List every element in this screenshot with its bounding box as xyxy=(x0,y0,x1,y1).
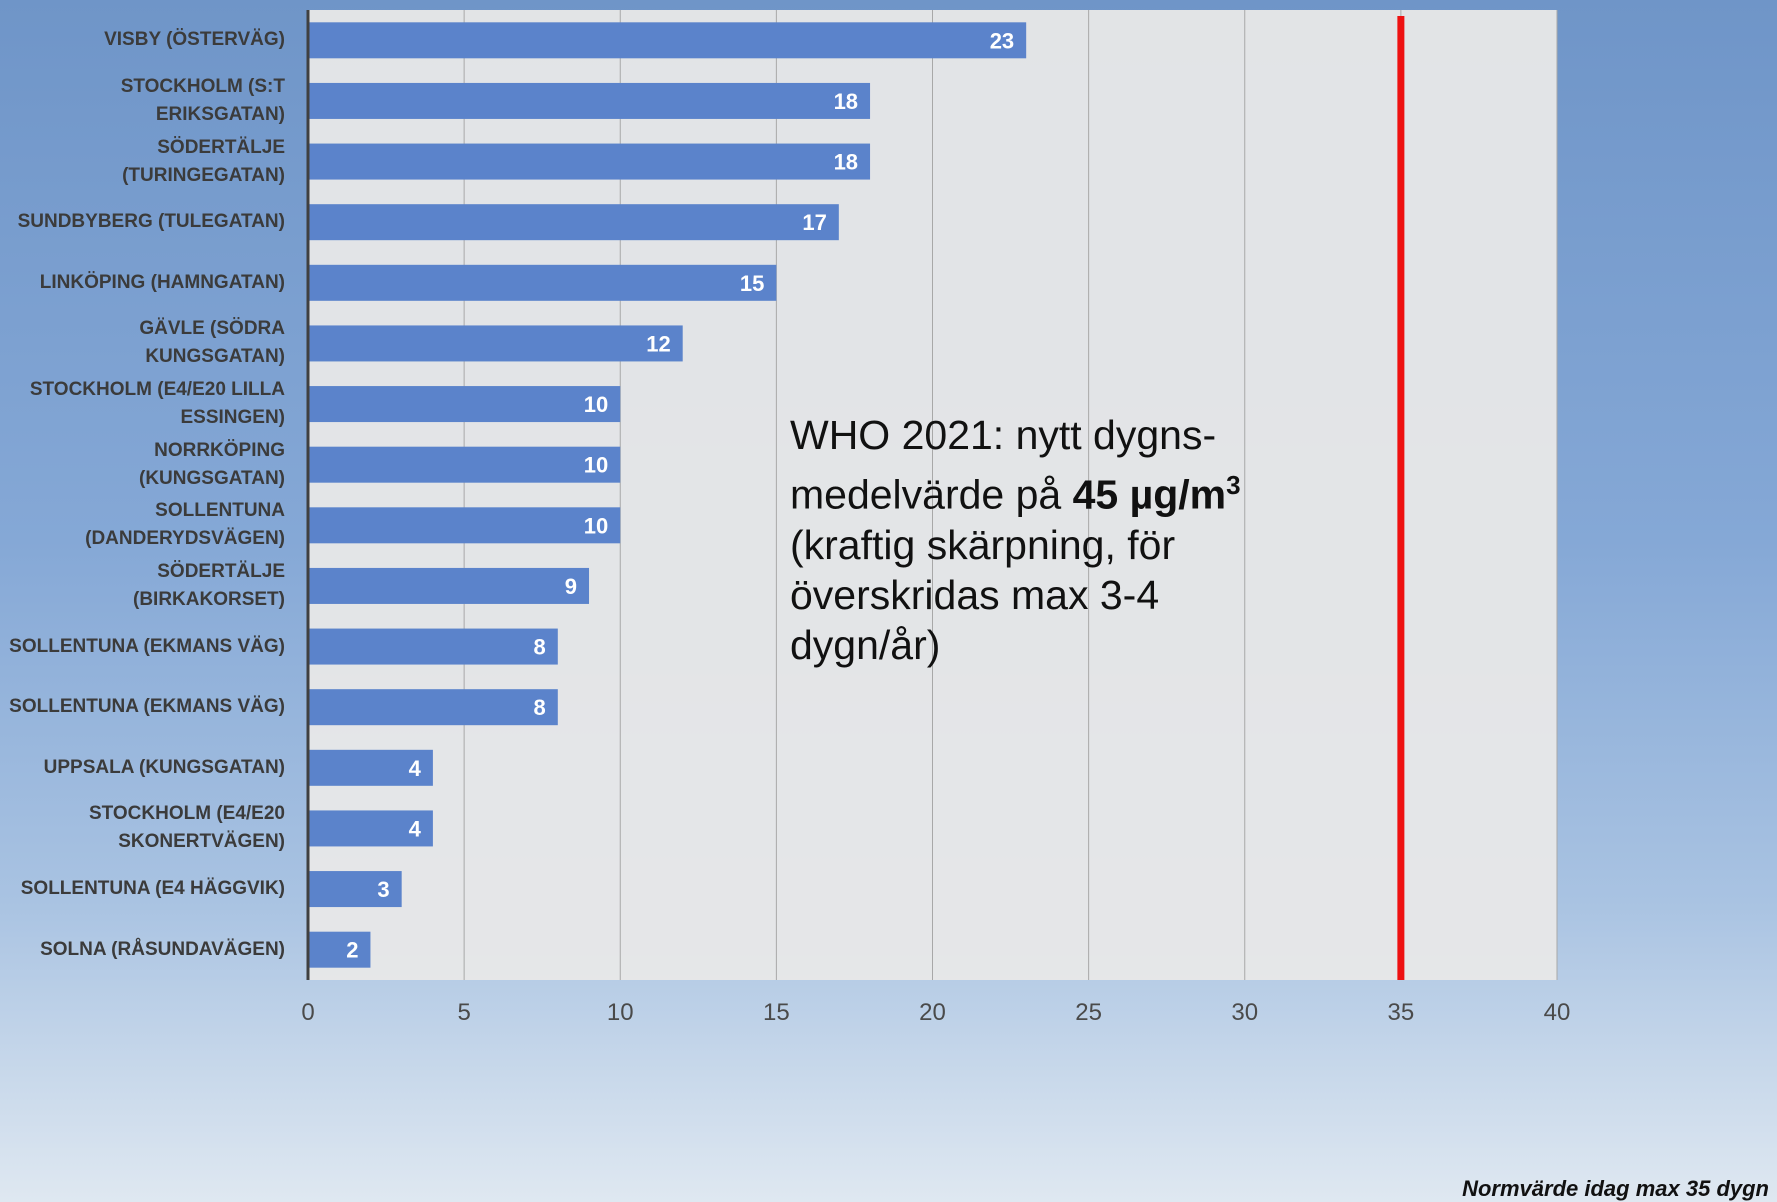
category-label: NORRKÖPING (KUNGSGATAN) xyxy=(139,439,285,489)
bar xyxy=(308,264,777,301)
category-label: LINKÖPING (HAMNGATAN) xyxy=(39,271,285,293)
category-label: STOCKHOLM (E4/E20 SKONERTVÄGEN) xyxy=(88,803,285,853)
data-label: 18 xyxy=(834,150,858,175)
bar xyxy=(308,567,590,604)
x-tick-label: 35 xyxy=(1388,999,1415,1026)
x-tick-label: 10 xyxy=(607,999,634,1026)
category-label: STOCKHOLM (S:T ERIKSGATAN) xyxy=(120,75,285,125)
data-label: 9 xyxy=(565,574,577,599)
data-label: 4 xyxy=(409,816,422,841)
bar xyxy=(308,386,621,423)
category-label: SUNDBYBERG (TULEGATAN) xyxy=(17,211,285,233)
data-label: 8 xyxy=(534,635,546,660)
data-label: 2 xyxy=(346,938,358,963)
bar xyxy=(308,143,871,180)
category-label: SÖDERTÄLJE (TURINGEGATAN) xyxy=(122,136,285,186)
category-label: VISBY (ÖSTERVÄG) xyxy=(104,29,285,51)
category-label: SOLNA (RÅSUNDAVÄGEN) xyxy=(40,938,285,960)
bar xyxy=(308,749,433,786)
bar xyxy=(308,22,1027,59)
category-label: SOLLENTUNA (E4 HÄGGVIK) xyxy=(20,878,285,900)
bar xyxy=(308,446,621,483)
category-label: STOCKHOLM (E4/E20 LILLA ESSINGEN) xyxy=(29,379,285,429)
data-label: 15 xyxy=(740,271,764,296)
data-label: 4 xyxy=(409,756,422,781)
bar xyxy=(308,204,839,241)
bar xyxy=(308,931,371,968)
x-tick-label: 40 xyxy=(1544,999,1571,1026)
data-label: 12 xyxy=(646,331,670,356)
bar xyxy=(308,871,402,908)
reference-label: Normvärde idag max 35 dygn xyxy=(1462,1176,1769,1201)
data-label: 8 xyxy=(534,695,546,720)
bar xyxy=(308,628,558,665)
bar xyxy=(308,507,621,544)
x-tick-label: 15 xyxy=(763,999,790,1026)
x-tick-label: 20 xyxy=(919,999,946,1026)
data-label: 10 xyxy=(584,453,608,478)
x-tick-label: 5 xyxy=(457,999,470,1026)
x-tick-label: 25 xyxy=(1075,999,1102,1026)
data-label: 17 xyxy=(802,210,826,235)
category-label: SÖDERTÄLJE (BIRKAKORSET) xyxy=(133,560,285,610)
bar xyxy=(308,689,558,726)
bar xyxy=(308,82,871,119)
data-label: 23 xyxy=(990,28,1014,53)
bar xyxy=(308,810,433,847)
data-label: 10 xyxy=(584,513,608,538)
annotation-sup: 3 xyxy=(1226,470,1241,500)
x-tick-label: 30 xyxy=(1231,999,1258,1026)
annotation-text: WHO 2021: nytt dygns-medelvärde på xyxy=(790,412,1217,518)
category-label: GÄVLE (SÖDRA KUNGSGATAN) xyxy=(139,318,285,368)
category-label: SOLLENTUNA (EKMANS VÄG) xyxy=(9,635,285,657)
bar xyxy=(308,325,683,362)
data-label: 18 xyxy=(834,89,858,114)
annotation-bold: 45 µg/m xyxy=(1072,471,1227,518)
data-label: 10 xyxy=(584,392,608,417)
category-label: UPPSALA (KUNGSGATAN) xyxy=(43,756,285,778)
annotation-text: (kraftig skärpning, för överskridas max … xyxy=(790,521,1176,668)
data-label: 3 xyxy=(377,877,389,902)
category-label: SOLLENTUNA (DANDERYDSVÄGEN) xyxy=(85,500,285,550)
x-tick-label: 0 xyxy=(301,999,314,1026)
annotation: WHO 2021: nytt dygns-medelvärde på 45 µg… xyxy=(790,410,1270,670)
category-label: SOLLENTUNA (EKMANS VÄG) xyxy=(9,696,285,718)
